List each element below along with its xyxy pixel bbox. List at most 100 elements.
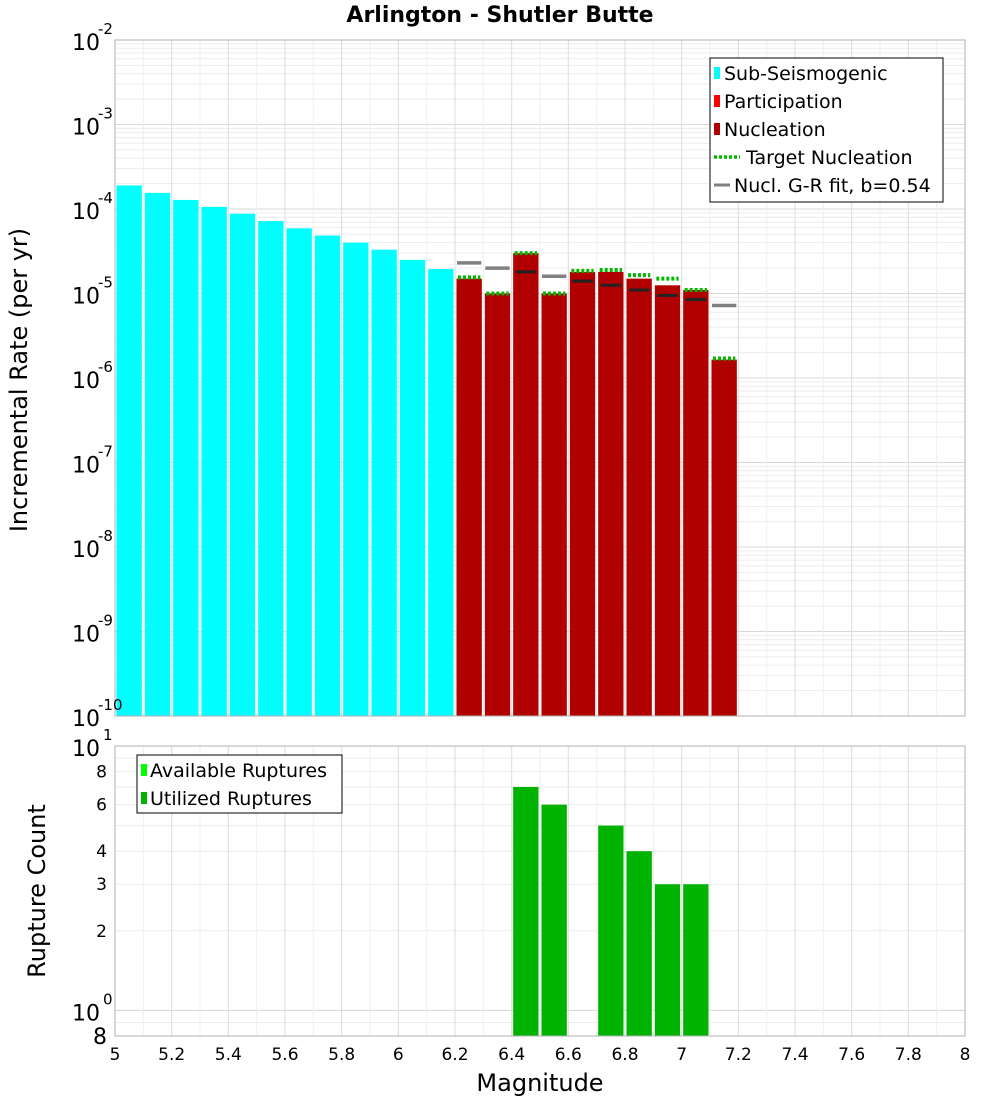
sub-seismogenic-bar — [428, 268, 454, 716]
nucleation-bar — [541, 293, 567, 716]
top-y-tick-label: 10 — [72, 285, 100, 310]
bottom-y-major-tick-exponent: 1 — [103, 726, 113, 744]
bottom-y-major-tick-label: 10 — [72, 1001, 100, 1026]
sub-seismogenic-bar — [343, 242, 369, 717]
top-y-tick-exponent: -10 — [98, 696, 123, 714]
utilized-ruptures-bar — [513, 786, 539, 1036]
x-tick-label: 5.8 — [328, 1045, 355, 1065]
x-tick-label: 5.2 — [158, 1045, 185, 1065]
legend-swatch-1 — [141, 792, 147, 804]
bottom-y-major-tick-exponent: 0 — [103, 990, 113, 1008]
bottom-y-min-tick-label: 8 — [93, 1025, 107, 1050]
legend-swatch-1 — [714, 95, 720, 107]
x-axis-label: Magnitude — [476, 1069, 603, 1097]
x-tick-label: 6.8 — [611, 1045, 638, 1065]
x-tick-label: 6.6 — [555, 1045, 582, 1065]
legend-label: Utilized Ruptures — [150, 788, 312, 810]
utilized-ruptures-bar — [654, 884, 681, 1036]
top-y-tick-exponent: -3 — [98, 105, 113, 123]
legend-label: Nucl. G-R fit, b=0.54 — [734, 175, 931, 197]
top-legend-box — [709, 57, 944, 203]
sub-seismogenic-bar — [173, 199, 199, 717]
bottom-y-minor-tick-label: 2 — [96, 922, 107, 942]
x-tick-label: 6 — [393, 1045, 404, 1065]
nucleation-bar — [569, 271, 596, 716]
x-tick-label: 7.6 — [838, 1045, 865, 1065]
nucleation-bar — [484, 293, 511, 716]
bottom-y-axis-label: Rupture Count — [23, 804, 51, 978]
nucleation-bar — [513, 253, 539, 716]
sub-seismogenic-bar — [371, 249, 397, 716]
gr-fit-markers — [457, 261, 737, 308]
bottom-y-minor-tick-label: 6 — [96, 796, 107, 816]
top-y-tick-label: 10 — [72, 200, 100, 225]
participation-markers — [515, 270, 706, 301]
legend-label: Available Ruptures — [150, 760, 327, 782]
top-y-tick-exponent: -8 — [98, 527, 113, 545]
sub-seismogenic-bar — [399, 259, 426, 716]
bottom-y-minor-tick-label: 4 — [96, 842, 107, 862]
legend-swatch-2 — [714, 123, 720, 135]
utilized-ruptures-bar — [541, 804, 567, 1036]
utilized-ruptures-bar — [598, 825, 624, 1036]
utilized-ruptures-bar — [626, 851, 652, 1036]
top-legend: Sub-Seismogenic Participation Nucleation Ta… — [709, 57, 944, 203]
sub-seismogenic-bar — [116, 185, 142, 717]
top-y-tick-label: 10 — [72, 116, 100, 141]
legend-swatch-0 — [141, 764, 147, 776]
top-bars — [116, 185, 737, 717]
top-y-tick-exponent: -2 — [98, 20, 113, 38]
x-tick-label: 5.4 — [215, 1045, 242, 1065]
x-tick-label: 6.2 — [441, 1045, 468, 1065]
sub-seismogenic-bar — [258, 221, 284, 716]
target-nucleation-markers — [458, 251, 736, 361]
bottom-legend: Available Ruptures Utilized Ruptures — [136, 754, 343, 814]
bottom-bars — [513, 786, 709, 1036]
x-tick-labels: 5 5.2 5.4 5.6 5.8 6 6.2 6.4 6.6 6.8 7 7.2 7.4 7.6 7.8 8 — [110, 1045, 971, 1065]
x-tick-label: 6.4 — [498, 1045, 525, 1065]
legend-label: Target Nucleation — [745, 147, 913, 169]
nucleation-bar — [456, 278, 482, 716]
top-plot-frame — [114, 39, 966, 717]
legend-label: Sub-Seismogenic — [724, 63, 888, 85]
sub-seismogenic-bar — [201, 206, 227, 717]
top-y-tick-exponent: -4 — [98, 189, 113, 207]
sub-seismogenic-bar — [286, 228, 312, 716]
nucleation-bar — [683, 290, 709, 716]
chart-title: Arlington - Shutler Butte — [346, 3, 653, 28]
top-y-tick-label: 10 — [72, 454, 100, 479]
nucleation-bar — [598, 271, 624, 716]
top-y-tick-exponent: -7 — [98, 443, 113, 461]
top-y-tick-label: 10 — [72, 369, 100, 394]
sub-seismogenic-bar — [144, 192, 171, 716]
sub-seismogenic-bar — [229, 213, 256, 716]
top-y-tick-labels: 10-210-310-410-510-610-710-810-910-10 — [72, 20, 123, 732]
x-tick-label: 5.6 — [271, 1045, 298, 1065]
nucleation-bar — [711, 359, 737, 716]
nucleation-bar — [626, 278, 652, 716]
top-y-tick-exponent: -6 — [98, 358, 113, 376]
top-y-tick-label: 10 — [72, 707, 100, 732]
top-y-tick-exponent: -9 — [98, 612, 113, 630]
top-y-tick-exponent: -5 — [98, 274, 113, 292]
legend-label: Nucleation — [724, 119, 826, 141]
legend-label: Participation — [724, 91, 843, 113]
bottom-y-minor-tick-label: 3 — [96, 875, 107, 895]
top-y-tick-label: 10 — [72, 623, 100, 648]
legend-swatch-0 — [714, 67, 720, 79]
x-tick-label: 7.2 — [725, 1045, 752, 1065]
top-y-tick-label: 10 — [72, 538, 100, 563]
bottom-y-major-tick-label: 10 — [72, 737, 100, 762]
top-y-axis-label: Incremental Rate (per yr) — [5, 228, 33, 532]
x-tick-label: 5 — [110, 1045, 121, 1065]
sub-seismogenic-bar — [314, 235, 341, 717]
bottom-legend-box — [136, 754, 343, 814]
x-tick-label: 8 — [960, 1045, 971, 1065]
bottom-y-minor-tick-label: 8 — [96, 763, 107, 783]
x-tick-label: 7.8 — [895, 1045, 922, 1065]
utilized-ruptures-bar — [683, 884, 709, 1036]
x-tick-label: 7 — [676, 1045, 687, 1065]
